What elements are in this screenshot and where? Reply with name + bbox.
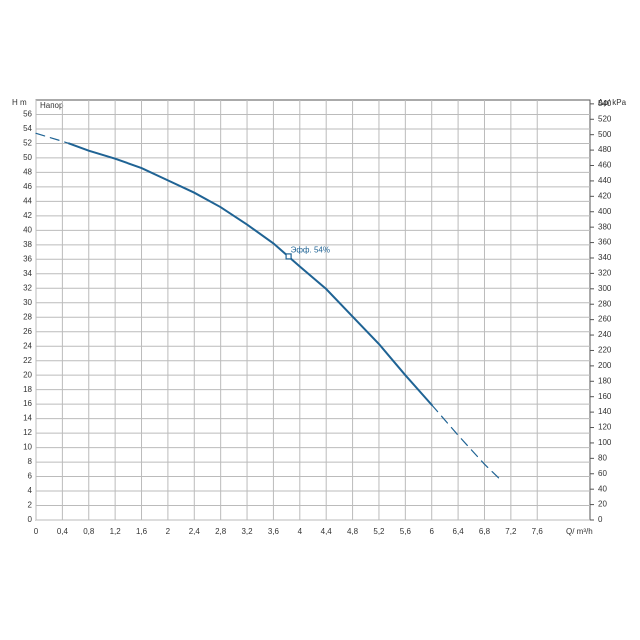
y2-tick-label: 340 — [598, 253, 612, 262]
y2-tick-label: 120 — [598, 423, 612, 432]
y2-tick-label: 400 — [598, 207, 612, 216]
y-tick-label: 34 — [23, 269, 32, 278]
y2-tick-label: 500 — [598, 130, 612, 139]
y-tick-label: 50 — [23, 153, 32, 162]
x-tick-label: 7,6 — [532, 527, 544, 536]
pump-curve — [431, 404, 502, 481]
y-tick-label: 8 — [28, 457, 33, 466]
x-tick-label: 1,2 — [110, 527, 122, 536]
y2-tick-label: 100 — [598, 438, 612, 447]
x-tick-label: 4,8 — [347, 527, 359, 536]
y2-axis-label: Δp/ kPa — [598, 98, 627, 107]
y-tick-label: 6 — [28, 472, 33, 481]
y2-tick-label: 40 — [598, 484, 607, 493]
x-axis-label: Q/ m³/h — [566, 527, 593, 536]
y2-tick-label: 240 — [598, 330, 612, 339]
y-axis-label: H m — [12, 98, 27, 107]
x-tick-label: 2 — [166, 527, 171, 536]
y2-tick-label: 60 — [598, 469, 607, 478]
y2-tick-label: 0 — [598, 515, 603, 524]
x-tick-label: 5,6 — [400, 527, 412, 536]
y-tick-label: 24 — [23, 341, 32, 350]
y2-tick-label: 160 — [598, 392, 612, 401]
y-tick-label: 46 — [23, 182, 32, 191]
y2-tick-label: 20 — [598, 500, 607, 509]
y2-tick-label: 420 — [598, 191, 612, 200]
x-tick-label: 3,6 — [268, 527, 280, 536]
y2-tick-label: 220 — [598, 346, 612, 355]
y-tick-label: 42 — [23, 211, 32, 220]
y-tick-label: 54 — [23, 124, 32, 133]
y-tick-label: 38 — [23, 240, 32, 249]
y-tick-label: 10 — [23, 443, 32, 452]
y-tick-label: 44 — [23, 196, 32, 205]
y2-tick-label: 480 — [598, 145, 612, 154]
x-tick-label: 2,4 — [189, 527, 201, 536]
y-tick-label: 56 — [23, 110, 32, 119]
annotation: Эфф. 54% — [291, 246, 330, 255]
x-tick-label: 7,2 — [505, 527, 517, 536]
pump-curve — [35, 132, 70, 145]
y2-tick-label: 280 — [598, 299, 612, 308]
y-tick-label: 22 — [23, 356, 32, 365]
x-tick-label: 2,8 — [215, 527, 227, 536]
y2-tick-label: 180 — [598, 376, 612, 385]
y2-tick-label: 300 — [598, 284, 612, 293]
panel-label: Напор — [40, 101, 64, 110]
y-tick-label: 12 — [23, 428, 32, 437]
y-tick-label: 36 — [23, 254, 32, 263]
plot-frame — [35, 99, 591, 521]
operating-point — [285, 253, 292, 260]
y-tick-label: 26 — [23, 327, 32, 336]
y-tick-label: 0 — [28, 515, 33, 524]
y2-tick-label: 260 — [598, 315, 612, 324]
y2-tick-label: 460 — [598, 161, 612, 170]
y-tick-label: 14 — [23, 414, 32, 423]
x-tick-label: 6,8 — [479, 527, 491, 536]
y2-tick-label: 380 — [598, 222, 612, 231]
y2-tick-label: 320 — [598, 269, 612, 278]
y-tick-label: 18 — [23, 385, 32, 394]
y-tick-label: 16 — [23, 399, 32, 408]
y2-tick-label: 520 — [598, 114, 612, 123]
y2-tick-label: 440 — [598, 176, 612, 185]
y2-tick-label: 80 — [598, 453, 607, 462]
y2-tick-label: 200 — [598, 361, 612, 370]
y-tick-label: 2 — [28, 501, 33, 510]
y-tick-label: 30 — [23, 298, 32, 307]
x-tick-label: 4,4 — [321, 527, 333, 536]
x-tick-label: 3,2 — [241, 527, 253, 536]
y-tick-label: 20 — [23, 370, 32, 379]
y2-tick-label: 360 — [598, 238, 612, 247]
x-tick-label: 0,4 — [57, 527, 69, 536]
x-tick-label: 0,8 — [83, 527, 95, 536]
y-tick-label: 52 — [23, 139, 32, 148]
pump-curve — [67, 142, 433, 406]
x-tick-label: 1,6 — [136, 527, 148, 536]
x-tick-label: 5,2 — [373, 527, 385, 536]
y-tick-label: 32 — [23, 283, 32, 292]
y-tick-label: 48 — [23, 168, 32, 177]
x-tick-label: 4 — [298, 527, 303, 536]
y-tick-label: 28 — [23, 312, 32, 321]
x-tick-label: 6,4 — [453, 527, 465, 536]
x-tick-label: 6 — [429, 527, 434, 536]
y-tick-label: 4 — [28, 486, 33, 495]
x-tick-label: 0 — [34, 527, 39, 536]
y-tick-label: 40 — [23, 225, 32, 234]
y2-tick-label: 540 — [598, 99, 612, 108]
y2-tick-label: 140 — [598, 407, 612, 416]
